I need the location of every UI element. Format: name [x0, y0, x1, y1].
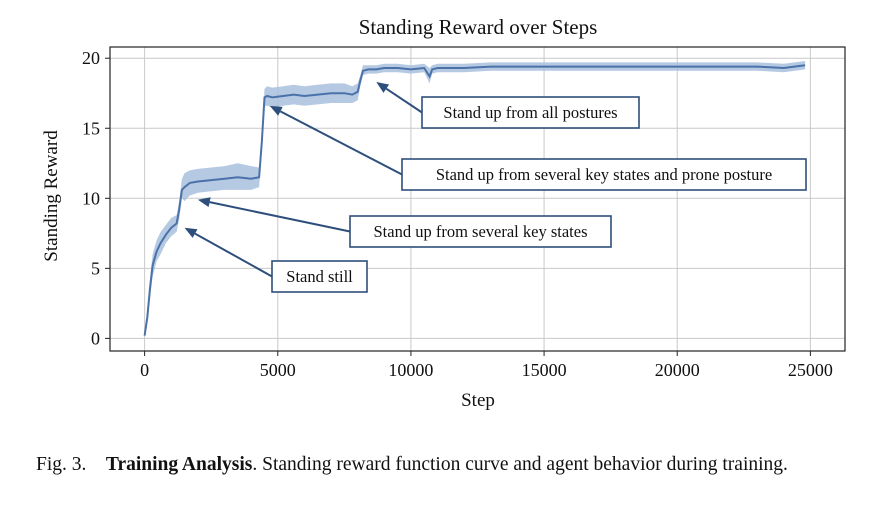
y-axis-ticks: 0 5 10 15 20: [82, 48, 110, 348]
annotation-arrowhead: [269, 105, 283, 116]
figure-caption: Fig. 3. Training Analysis. Standing rewa…: [36, 451, 836, 478]
caption-fig-label: Fig. 3.: [36, 454, 87, 475]
annotation-label: Stand up from several key states and pro…: [436, 165, 772, 184]
x-tick-label: 5000: [260, 360, 296, 380]
annotation-box: [349, 215, 612, 248]
x-tick-label: 0: [140, 360, 149, 380]
y-axis-label: Standing Reward: [41, 130, 62, 262]
reward-line: [143, 64, 806, 336]
caption-text: . Standing reward function curve and age…: [252, 454, 788, 475]
annotation-arrowhead: [197, 197, 211, 208]
annotation-box: [271, 260, 368, 293]
annotation-arrowhead: [184, 227, 198, 238]
y-tick-label: 0: [91, 328, 100, 348]
caption-bold-text: Training Analysis: [105, 454, 253, 475]
x-tick-label: 10000: [388, 360, 433, 380]
y-tick-label: 20: [82, 48, 100, 68]
plot-frame: [109, 46, 846, 352]
annotation-box: [401, 158, 807, 191]
annotation-arrow-line: [385, 87, 423, 114]
grid-lines: [110, 47, 845, 351]
y-tick-label: 5: [91, 258, 100, 278]
annotation-layer: Stand up from all postures Stand up from …: [184, 82, 807, 293]
annotation-label: Stand still: [286, 267, 353, 286]
annotation-box: [421, 96, 640, 129]
chart-title: Standing Reward over Steps: [359, 15, 598, 39]
annotation-label: Stand up from all postures: [443, 103, 617, 122]
y-tick-label: 10: [82, 188, 100, 208]
y-tick-label: 15: [82, 118, 100, 138]
x-tick-label: 25000: [788, 360, 833, 380]
x-axis-label: Step: [461, 390, 495, 411]
standing-reward-chart: Standing Reward over Steps 0 5000 10000 150…: [41, 15, 846, 411]
annotation-arrowhead: [376, 82, 390, 93]
x-tick-label: 20000: [655, 360, 700, 380]
x-axis-ticks: 0 5000 10000 15000 20000 25000: [140, 351, 833, 380]
annotation-arrow-line: [209, 201, 351, 233]
annotation-arrow-line: [279, 110, 403, 176]
annotation-arrow-line: [194, 232, 273, 278]
annotation-label: Stand up from several key states: [374, 222, 588, 241]
x-tick-label: 15000: [522, 360, 567, 380]
